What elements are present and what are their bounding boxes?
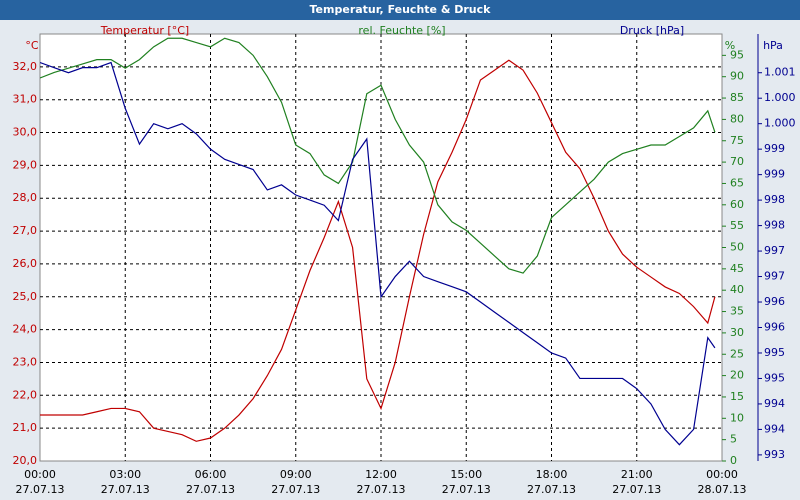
x-tick-date: 28.07.13 xyxy=(698,483,747,496)
y2-tick-label: 0 xyxy=(730,454,737,467)
y3-tick-label: 1.000 xyxy=(764,91,796,104)
y-tick-label: 22,0 xyxy=(13,388,38,401)
y-tick-label: 20,0 xyxy=(13,454,38,467)
y2-tick-label: 25 xyxy=(730,347,744,360)
y-tick-label: 21,0 xyxy=(13,421,38,434)
y2-tick-label: 45 xyxy=(730,262,744,275)
y3-tick-label: 994 xyxy=(764,422,785,435)
y-tick-label: 31,0 xyxy=(13,93,38,106)
y2-tick-label: 5 xyxy=(730,433,737,446)
x-tick-date: 27.07.13 xyxy=(527,483,576,496)
y-tick-label: 30,0 xyxy=(13,126,38,139)
y3-tick-label: 998 xyxy=(764,193,785,206)
y2-tick-label: 15 xyxy=(730,390,744,403)
x-tick-label: 03:00 xyxy=(109,468,141,481)
y2-tick-label: 85 xyxy=(730,91,744,104)
x-tick-label: 18:00 xyxy=(536,468,568,481)
title-bar xyxy=(0,0,800,20)
y3-axis-title: Druck [hPa] xyxy=(620,24,684,37)
y2-tick-label: 95 xyxy=(730,48,744,61)
x-tick-label: 06:00 xyxy=(195,468,227,481)
y3-tick-label: 996 xyxy=(764,320,785,333)
y3-tick-label: 999 xyxy=(764,168,785,181)
series-line xyxy=(40,61,716,446)
x-tick-label: 00:00 xyxy=(24,468,56,481)
x-tick-label: 00:00 xyxy=(706,468,738,481)
y3-tick-label: 999 xyxy=(764,142,785,155)
y3-tick-label: 1.001 xyxy=(764,66,796,79)
y-tick-label: 27,0 xyxy=(13,224,38,237)
y-tick-label: 26,0 xyxy=(13,257,38,270)
y2-tick-label: 20 xyxy=(730,369,744,382)
series-line xyxy=(40,37,716,274)
series-line xyxy=(40,59,716,442)
x-tick-date: 27.07.13 xyxy=(16,483,65,496)
y-axis-title: Temperatur [°C] xyxy=(100,24,189,37)
y3-tick-label: 994 xyxy=(764,397,785,410)
y2-tick-label: 70 xyxy=(730,155,744,168)
x-tick-date: 27.07.13 xyxy=(186,483,235,496)
x-tick-label: 09:00 xyxy=(280,468,312,481)
y2-tick-label: 90 xyxy=(730,70,744,83)
y3-tick-label: 995 xyxy=(764,371,785,384)
y3-tick-label: 993 xyxy=(764,448,785,461)
y2-tick-label: 60 xyxy=(730,198,744,211)
y2-tick-label: 10 xyxy=(730,411,744,424)
x-tick-date: 27.07.13 xyxy=(612,483,661,496)
y3-tick-label: 996 xyxy=(764,295,785,308)
y-tick-label: 25,0 xyxy=(13,290,38,303)
y3-tick-label: 995 xyxy=(764,346,785,359)
x-tick-date: 27.07.13 xyxy=(271,483,320,496)
y3-tick-label: 1.000 xyxy=(764,117,796,130)
y2-tick-label: 30 xyxy=(730,326,744,339)
x-tick-label: 21:00 xyxy=(621,468,653,481)
y-tick-label: 28,0 xyxy=(13,191,38,204)
x-tick-date: 27.07.13 xyxy=(101,483,150,496)
x-tick-date: 27.07.13 xyxy=(442,483,491,496)
y2-tick-label: 75 xyxy=(730,134,744,147)
y2-tick-label: 80 xyxy=(730,112,744,125)
y2-tick-label: 40 xyxy=(730,283,744,296)
y-tick-label: 29,0 xyxy=(13,158,38,171)
x-tick-label: 12:00 xyxy=(365,468,397,481)
y-tick-label: 23,0 xyxy=(13,355,38,368)
x-tick-date: 27.07.13 xyxy=(357,483,406,496)
y2-tick-label: 35 xyxy=(730,305,744,318)
y2-tick-label: 55 xyxy=(730,219,744,232)
x-tick-label: 15:00 xyxy=(450,468,482,481)
y3-tick-label: 998 xyxy=(764,219,785,232)
y2-tick-label: 65 xyxy=(730,176,744,189)
y-tick-label: 32,0 xyxy=(13,60,38,73)
y3-tick-label: 997 xyxy=(764,270,785,283)
y2-tick-label: 50 xyxy=(730,241,744,254)
y-tick-label: 24,0 xyxy=(13,323,38,336)
y3-tick-label: 997 xyxy=(764,244,785,257)
y2-unit: % xyxy=(725,39,735,52)
chart-title: Temperatur, Feuchte & Druck xyxy=(310,3,492,16)
y2-axis-title: rel. Feuchte [%] xyxy=(358,24,445,37)
y3-unit: hPa xyxy=(763,39,783,52)
y-unit: °C xyxy=(25,39,39,52)
